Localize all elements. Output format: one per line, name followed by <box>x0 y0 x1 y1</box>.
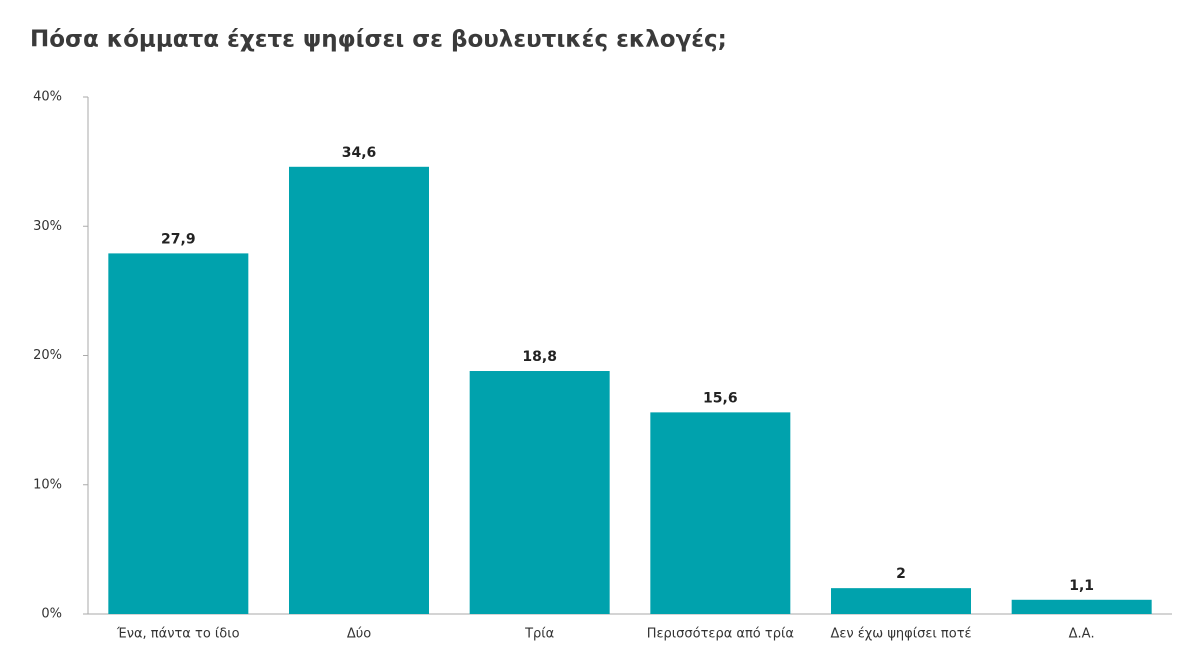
y-tick-label: 30% <box>33 219 62 234</box>
chart-title: Πόσα κόμματα έχετε ψηφίσει σε βουλευτικέ… <box>30 27 727 53</box>
x-tick-label: Δ.Α. <box>1069 627 1095 642</box>
value-label: 2 <box>896 566 906 582</box>
value-label: 1,1 <box>1069 578 1094 594</box>
x-tick-label: Δύο <box>347 627 371 642</box>
y-tick-label: 0% <box>41 607 62 622</box>
value-label: 15,6 <box>703 390 738 406</box>
x-tick-label: Περισσότερα από τρία <box>647 627 794 642</box>
bar <box>469 371 610 614</box>
bar <box>108 253 249 614</box>
value-label: 18,8 <box>522 349 557 365</box>
y-tick-label: 10% <box>33 477 62 492</box>
x-tick-label: Δεν έχω ψηφίσει ποτέ <box>830 627 971 642</box>
bar <box>1011 599 1152 614</box>
value-label: 34,6 <box>342 145 377 161</box>
bar <box>650 412 791 614</box>
bar <box>289 166 429 615</box>
y-tick-label: 20% <box>33 348 62 363</box>
x-tick-label: Τρία <box>524 627 554 642</box>
x-tick-label: Ένα, πάντα το ίδιο <box>116 627 240 642</box>
bar <box>831 588 971 614</box>
value-label: 27,9 <box>161 231 196 247</box>
y-tick-label: 40% <box>33 90 62 105</box>
